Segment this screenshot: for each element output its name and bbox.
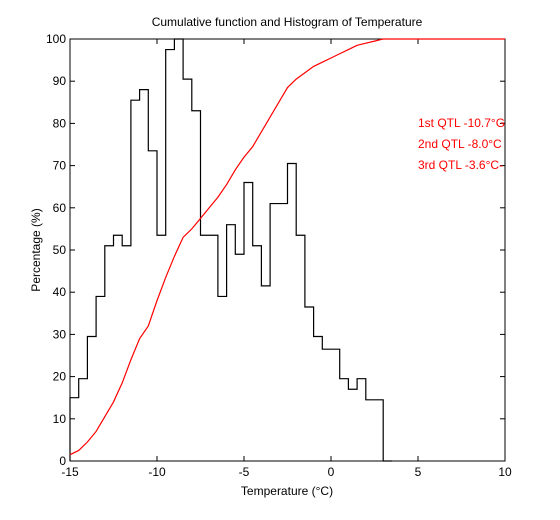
y-tick-label: 60 (53, 201, 67, 215)
y-tick-label: 40 (53, 285, 67, 299)
chart-title: Cumulative function and Histogram of Tem… (152, 15, 423, 29)
x-tick-label: 10 (498, 465, 512, 479)
y-tick-label: 30 (53, 327, 67, 341)
quantile-annotation: 3rd QTL -3.6°C- (418, 158, 503, 172)
quantile-annotation: 2nd QTL -8.0°C (418, 137, 502, 151)
x-tick-label: -15 (61, 465, 79, 479)
y-tick-label: 100 (46, 32, 66, 46)
cumulative-series (69, 38, 505, 456)
y-tick-label: 90 (53, 74, 67, 88)
histogram-series (69, 38, 392, 462)
quantile-annotation: 1st QTL -10.7°G (418, 116, 505, 130)
plot-frame (69, 38, 506, 462)
x-tick-label: -5 (239, 465, 250, 479)
x-tick-label: -10 (148, 465, 166, 479)
y-tick-label: 0 (59, 454, 66, 468)
x-axis-label: Temperature (°C) (241, 484, 333, 498)
x-tick-label: 0 (328, 465, 335, 479)
y-axis-label: Percentage (%) (29, 208, 43, 291)
y-tick-label: 10 (53, 412, 67, 426)
x-tick-label: 5 (415, 465, 422, 479)
y-tick-label: 20 (53, 370, 67, 384)
y-tick-label: 50 (53, 243, 67, 257)
y-tick-label: 80 (53, 116, 67, 130)
y-tick-label: 70 (53, 159, 67, 173)
